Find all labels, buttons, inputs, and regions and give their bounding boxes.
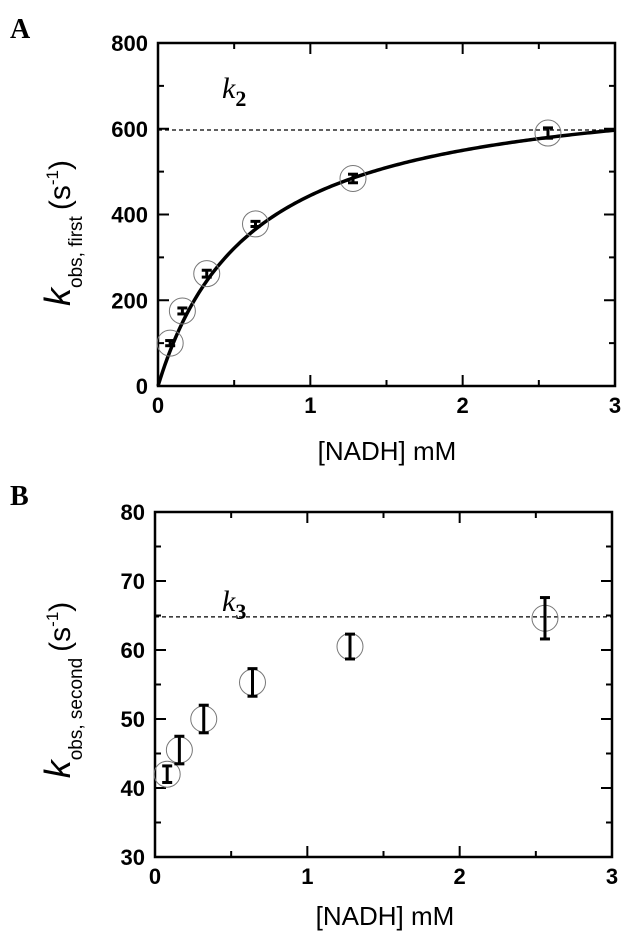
panel-b-y-tick-label: 60 xyxy=(121,638,145,663)
panel-a-y-tick-label: 400 xyxy=(111,203,148,228)
panel-a-ref-symbol: k xyxy=(222,72,236,105)
panel-b-x-tick-label: 2 xyxy=(454,864,466,889)
panel-a-x-axis-title: [NADH] mM xyxy=(318,436,457,466)
panel-a-data-point xyxy=(534,119,562,147)
panel-b-ref-label: k3 xyxy=(222,585,246,624)
panel-a-ref-subscript: 2 xyxy=(235,86,246,111)
panel-b-y-axis-unit-sup: -1 xyxy=(43,612,62,627)
panel-b-y-tick-label: 50 xyxy=(121,707,145,732)
panel-a-y-axis-subscript: obs, first xyxy=(66,215,87,288)
panel-b-x-axis-title: [NADH] mM xyxy=(316,901,455,931)
panel-a-y-tick-label: 200 xyxy=(111,288,148,313)
svg-text:kobs, second(s-1): kobs, second (s-1) xyxy=(37,602,87,779)
panel-b-x-tick-label: 1 xyxy=(301,864,313,889)
panel-a-fit-curve xyxy=(156,128,616,387)
panel-b-y-axis-symbol: k xyxy=(37,758,78,778)
panel-a-y-tick-label: 0 xyxy=(136,374,148,399)
panel-b-data-point xyxy=(153,760,181,788)
panel-b-plot-frame xyxy=(153,510,614,859)
panel-a-y-axis-unit-sup: -1 xyxy=(43,170,62,185)
panel-b-y-tick-label: 40 xyxy=(121,776,145,801)
panel-b-y-axis-unit-open: (s xyxy=(44,627,77,652)
panel-b-plot: 0 1 2 3 30 40 50 60 70 80 xyxy=(121,500,619,889)
panel-a-data-point xyxy=(168,297,196,325)
panel-a-y-tick-label: 600 xyxy=(111,117,148,142)
panel-a-y-tick-label: 800 xyxy=(111,31,148,56)
panel-a-data-point xyxy=(193,260,221,288)
panel-a-data-point xyxy=(156,329,184,357)
panel-a-x-tick-label: 1 xyxy=(304,393,316,418)
panel-b-x-tick-label: 0 xyxy=(149,864,161,889)
panel-b-y-axis-subscript: obs, second xyxy=(66,658,87,760)
panel-a-data-point xyxy=(241,210,269,238)
panel-a-y-axis-unit-open: (s xyxy=(44,185,77,210)
panel-b-y-axis-unit-close: ) xyxy=(44,602,77,612)
panel-b-ref-subscript: 3 xyxy=(235,599,246,624)
panel-a-x-tick-label: 0 xyxy=(152,393,164,418)
svg-text:kobs, first(s-1): kobs, first (s-1) xyxy=(37,160,87,306)
panel-b-x-tick-label: 3 xyxy=(606,864,618,889)
panel-a-ref-label: k2 xyxy=(222,72,246,111)
panel-a-label: A xyxy=(10,14,31,45)
panel-b-ref-symbol: k xyxy=(222,585,236,618)
panel-b-y-tick-label: 70 xyxy=(121,569,145,594)
panel-a-x-tick-label: 3 xyxy=(609,393,621,418)
panel-a-y-axis-unit-close: ) xyxy=(44,160,77,170)
panel-b-y-axis-title: kobs, second (s-1) xyxy=(37,602,87,779)
panel-b-y-tick-label: 80 xyxy=(121,500,145,525)
panel-a-x-tick-label: 2 xyxy=(457,393,469,418)
panel-a-plot: 0 1 2 3 0 200 400 600 800 xyxy=(111,31,621,418)
panel-b-label: B xyxy=(10,481,29,512)
panel-a-data-point xyxy=(339,164,367,192)
panel-a-y-axis-title: kobs, first (s-1) xyxy=(37,160,87,306)
panel-b-y-tick-label: 30 xyxy=(121,845,145,870)
panel-a-y-axis-symbol: k xyxy=(37,286,78,306)
